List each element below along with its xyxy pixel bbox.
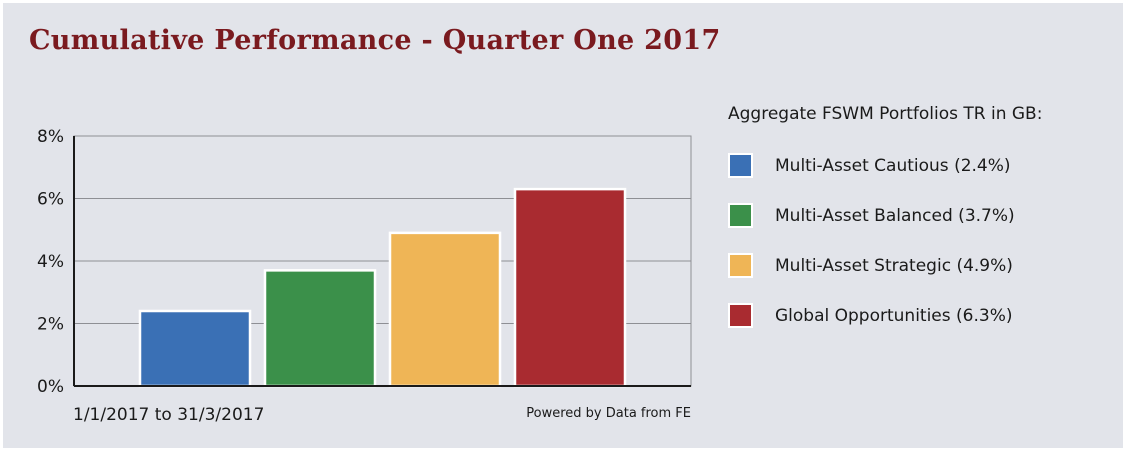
legend-item-cautious: Multi-Asset Cautious (2.4%) [728, 153, 1118, 178]
legend-swatch-global [728, 303, 753, 328]
bar-global-opportunities [513, 187, 627, 388]
y-tick-label: 8% [37, 127, 64, 147]
bar-chart: 0% 2% 4% 6% 8% [37, 127, 692, 397]
legend-swatch-cautious [728, 153, 753, 178]
bar-multi-asset-cautious [138, 309, 252, 388]
chart-title: Cumulative Performance - Quarter One 201… [29, 25, 721, 56]
y-tick-label: 2% [37, 315, 64, 335]
chart-legend: Aggregate FSWM Portfolios TR in GB: Mult… [728, 104, 1118, 353]
bar-multi-asset-strategic [388, 231, 502, 388]
legend-label-strategic: Multi-Asset Strategic (4.9%) [775, 255, 1013, 276]
legend-label-balanced: Multi-Asset Balanced (3.7%) [775, 205, 1015, 226]
y-tick-label: 0% [37, 377, 64, 397]
legend-item-global: Global Opportunities (6.3%) [728, 303, 1118, 328]
legend-item-balanced: Multi-Asset Balanced (3.7%) [728, 203, 1118, 228]
y-tick-label: 4% [37, 252, 64, 272]
legend-label-cautious: Multi-Asset Cautious (2.4%) [775, 155, 1011, 176]
y-tick-label: 6% [37, 190, 64, 210]
legend-swatch-strategic [728, 253, 753, 278]
data-source-label: Powered by Data from FE [526, 406, 691, 421]
legend-item-strategic: Multi-Asset Strategic (4.9%) [728, 253, 1118, 278]
legend-title: Aggregate FSWM Portfolios TR in GB: [728, 104, 1043, 124]
date-range-label: 1/1/2017 to 31/3/2017 [73, 405, 265, 425]
legend-label-global: Global Opportunities (6.3%) [775, 305, 1013, 326]
legend-swatch-balanced [728, 203, 753, 228]
bar-multi-asset-balanced [263, 269, 377, 388]
